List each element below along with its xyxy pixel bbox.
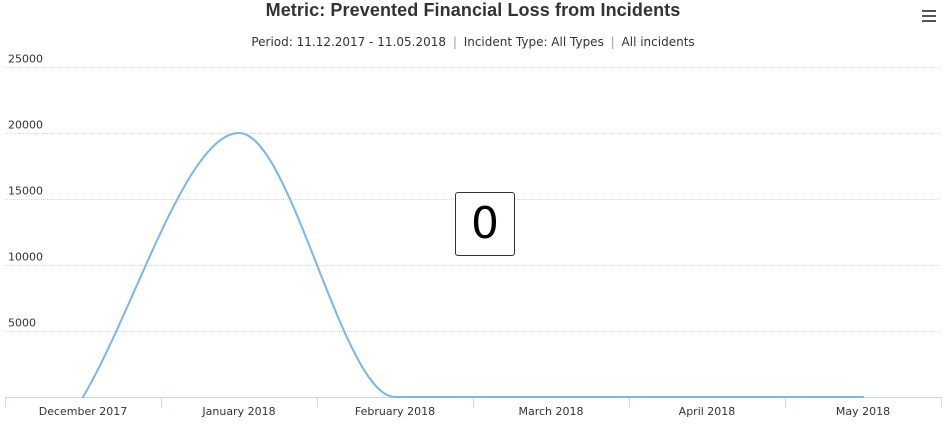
y-tick-label: 10000 [8,251,43,264]
subtitle-separator: | [610,35,615,49]
subtitle-incident-type: Incident Type: All Types [463,35,604,49]
subtitle-scope: All incidents [621,35,695,49]
chart-subtitle: Period: 11.12.2017 - 11.05.2018 | Incide… [0,35,946,49]
y-tick-label: 25000 [8,53,43,66]
series-line [82,132,864,399]
subtitle-separator: | [452,35,457,49]
x-tick-label: January 2018 [201,405,275,418]
chart-menu-button[interactable] [918,6,940,26]
value-display-box: 0 [455,192,515,256]
y-tick-label: 5000 [8,317,36,330]
x-axis: December 2017 January 2018 February 2018 Ma… [5,397,942,418]
x-tick-label: April 2018 [679,405,736,418]
y-axis-labels: 5000 10000 15000 20000 25000 [8,53,43,330]
subtitle-period: Period: 11.12.2017 - 11.05.2018 [251,35,446,49]
y-tick-label: 15000 [8,185,43,198]
x-tick-label: December 2017 [39,405,128,418]
series-layer [82,132,864,399]
x-tick-label: May 2018 [836,405,890,418]
y-tick-label: 20000 [8,119,43,132]
chart-title: Metric: Prevented Financial Loss from In… [265,0,681,20]
grid-lines [5,67,941,332]
x-tick-label: March 2018 [518,405,583,418]
x-tick-label: February 2018 [355,405,435,418]
